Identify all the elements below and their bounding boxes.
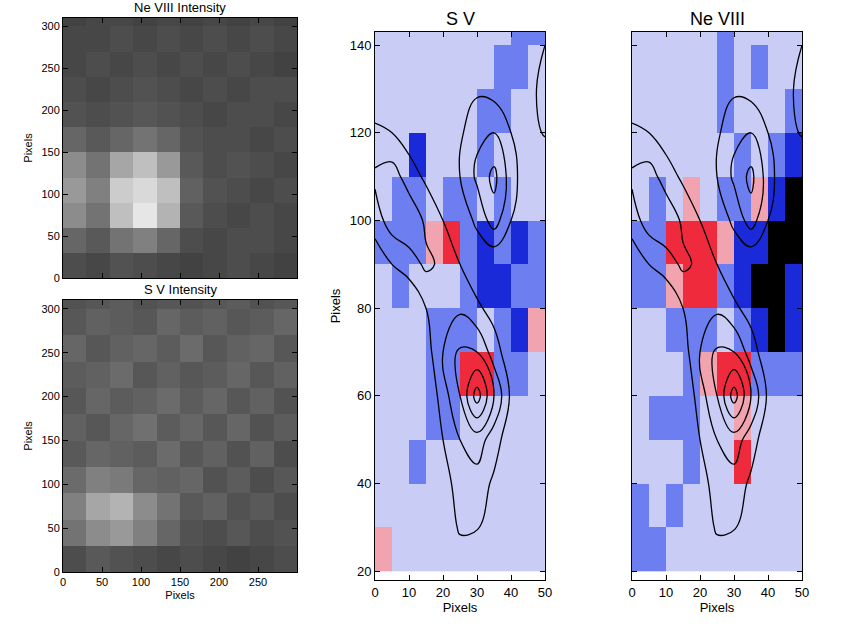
svg-text:30: 30: [470, 585, 484, 600]
svg-text:S V Intensity: S V Intensity: [144, 282, 217, 297]
svg-text:150: 150: [41, 146, 59, 158]
svg-text:250: 250: [249, 576, 267, 588]
svg-text:150: 150: [171, 576, 189, 588]
svg-text:50: 50: [795, 585, 809, 600]
svg-text:200: 200: [41, 390, 59, 402]
svg-text:200: 200: [41, 104, 59, 116]
svg-text:Pixels: Pixels: [443, 600, 478, 615]
svg-text:20: 20: [357, 564, 371, 579]
svg-text:40: 40: [761, 585, 775, 600]
svg-text:120: 120: [350, 125, 372, 140]
svg-text:300: 300: [41, 303, 59, 315]
svg-text:100: 100: [350, 213, 372, 228]
svg-text:Ne VIII: Ne VIII: [690, 9, 745, 29]
svg-text:0: 0: [371, 585, 378, 600]
svg-text:20: 20: [693, 585, 707, 600]
svg-text:140: 140: [350, 38, 372, 53]
svg-text:50: 50: [48, 230, 60, 242]
svg-text:0: 0: [60, 576, 66, 588]
svg-text:150: 150: [41, 434, 59, 446]
svg-text:20: 20: [436, 585, 450, 600]
svg-text:40: 40: [504, 585, 518, 600]
svg-text:80: 80: [357, 301, 371, 316]
svg-text:30: 30: [727, 585, 741, 600]
svg-text:300: 300: [41, 20, 59, 32]
svg-text:Pixels: Pixels: [165, 589, 195, 601]
svg-text:100: 100: [132, 576, 150, 588]
svg-text:Pixels: Pixels: [328, 288, 343, 323]
svg-text:50: 50: [538, 585, 552, 600]
svg-text:0: 0: [54, 272, 60, 284]
svg-text:50: 50: [48, 522, 60, 534]
svg-text:250: 250: [41, 347, 59, 359]
svg-text:60: 60: [357, 388, 371, 403]
svg-text:250: 250: [41, 62, 59, 74]
svg-text:10: 10: [659, 585, 673, 600]
svg-text:S V: S V: [446, 9, 475, 29]
svg-text:40: 40: [357, 476, 371, 491]
svg-text:50: 50: [96, 576, 108, 588]
svg-text:Pixels: Pixels: [22, 133, 34, 163]
svg-text:Pixels: Pixels: [22, 421, 34, 451]
svg-text:100: 100: [41, 478, 59, 490]
svg-text:Ne VIII Intensity: Ne VIII Intensity: [134, 0, 226, 15]
svg-text:100: 100: [41, 188, 59, 200]
svg-text:200: 200: [210, 576, 228, 588]
svg-text:10: 10: [402, 585, 416, 600]
svg-text:0: 0: [628, 585, 635, 600]
svg-text:Pixels: Pixels: [700, 600, 735, 615]
svg-text:0: 0: [54, 566, 60, 578]
